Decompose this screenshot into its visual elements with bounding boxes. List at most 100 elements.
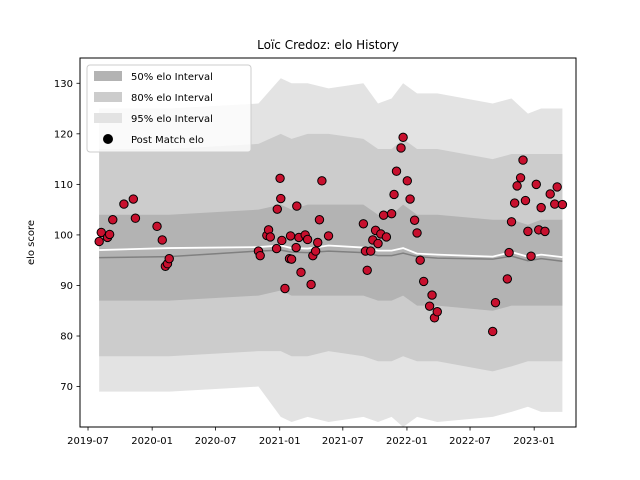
legend-label: 95% elo Interval [131, 114, 213, 125]
post-match-elo-point [119, 199, 129, 209]
legend-label: 50% elo Interval [131, 72, 213, 83]
post-match-elo-point [104, 229, 115, 240]
x-tick-label: 2020-01 [131, 436, 173, 447]
ci50-band [99, 204, 563, 311]
post-match-elo-point [362, 265, 372, 276]
y-tick-label: 70 [60, 382, 73, 393]
axes: 70 80 90 100 110 120 130 2019-07 2020-01 2020-07 2… [54, 79, 555, 447]
post-match-elo-point [536, 202, 546, 213]
legend: 50% elo Interval 80% elo Interval 95% elo … [86, 64, 252, 153]
post-match-elo-point [526, 251, 536, 261]
legend-marker [103, 134, 113, 144]
post-match-elo-point [323, 231, 334, 241]
post-match-elo-point [128, 194, 139, 204]
post-match-elo-point [272, 204, 282, 214]
legend-frame [86, 64, 252, 153]
x-tick-label: 2023-01 [513, 436, 555, 447]
post-match-elo-point [130, 213, 141, 223]
post-match-elo-point [381, 232, 392, 242]
post-match-elo-point [405, 194, 415, 204]
post-match-elo-point [314, 215, 325, 225]
post-match-elo-point [506, 217, 517, 227]
post-match-elo-point [271, 243, 282, 254]
post-match-elo-point [286, 254, 297, 264]
post-match-elo-point [398, 132, 408, 143]
x-tick-label: 2022-07 [449, 436, 491, 447]
post-match-elo-point [504, 247, 514, 258]
post-match-elo-point [418, 276, 429, 287]
post-match-elo-point [277, 235, 287, 246]
post-match-elo-point [265, 232, 276, 242]
y-tick-label: 110 [54, 180, 73, 191]
post-match-elo-point [509, 198, 520, 208]
post-match-elo-point [108, 215, 118, 225]
post-match-elo-point [317, 176, 327, 186]
x-tick-label: 2021-07 [322, 436, 364, 447]
legend-label: 80% elo Interval [131, 93, 213, 104]
post-match-elo-point [550, 199, 560, 209]
y-axis-title: elo score [26, 220, 37, 265]
post-match-elo-point [302, 234, 313, 245]
x-tick-label: 2019-07 [67, 436, 109, 447]
post-match-elo-point [358, 219, 369, 229]
post-match-elo-point [432, 307, 442, 317]
post-match-elo-point [275, 173, 285, 184]
post-match-elo-point [531, 179, 541, 190]
post-match-elo-point [280, 283, 290, 294]
post-match-elo-point [409, 215, 420, 225]
post-match-elo-point [306, 279, 316, 290]
post-match-elo-point [427, 290, 437, 300]
post-match-elo-point [276, 193, 286, 204]
y-tick-label: 80 [60, 332, 73, 343]
y-tick-label: 120 [54, 129, 73, 140]
post-match-elo-point [313, 237, 323, 248]
post-match-elo-point [373, 238, 383, 249]
post-match-elo-point [502, 274, 513, 284]
y-tick-label: 100 [54, 230, 73, 241]
post-match-elo-point [152, 221, 162, 232]
post-match-elo-point [378, 210, 389, 220]
legend-swatch [94, 71, 122, 81]
post-match-elo-point [292, 201, 302, 211]
post-match-elo-point [512, 181, 522, 191]
post-match-elo-point [545, 189, 555, 199]
plot-frame [79, 57, 577, 428]
y-tick-label: 90 [60, 281, 73, 292]
post-match-elo-point [291, 242, 301, 253]
post-match-elo-point [552, 182, 562, 192]
post-match-elo-point [557, 199, 568, 210]
post-match-elo-point [415, 255, 425, 265]
post-match-elo-point [255, 250, 265, 261]
post-match-elo-point [389, 189, 399, 200]
post-match-elo-point [424, 301, 435, 311]
legend-label: Post Match elo [131, 135, 204, 146]
post-match-elo-point [540, 226, 550, 237]
x-tick-label: 2022-01 [386, 436, 428, 447]
post-match-elo-point [515, 173, 526, 183]
post-match-elo-point [310, 246, 321, 256]
chart-title: Loïc Credoz: elo History [257, 38, 399, 52]
post-match-elo-point [164, 253, 174, 264]
x-tick-label: 2020-07 [195, 436, 237, 447]
post-match-elo-point [396, 143, 406, 153]
post-match-elo-point [523, 226, 533, 237]
post-match-elo-point [386, 208, 397, 219]
legend-swatch [94, 92, 122, 102]
x-tick-label: 2021-01 [259, 436, 301, 447]
post-match-elo-point [520, 195, 531, 206]
post-match-elo-point [402, 176, 412, 186]
post-match-elo-point [518, 155, 528, 165]
post-match-elo-point [157, 235, 167, 245]
y-tick-label: 130 [54, 79, 73, 90]
post-match-elo-point [487, 326, 498, 337]
post-match-elo-point [391, 166, 402, 176]
legend-swatch [94, 113, 122, 123]
plot-area [94, 78, 568, 427]
post-match-elo-point [412, 228, 422, 238]
post-match-elo-point [296, 267, 306, 278]
post-match-elo-point [285, 231, 296, 241]
post-match-elo-point [490, 297, 501, 308]
post-match-elo-point [365, 246, 376, 256]
post-match-elo-point [94, 236, 104, 247]
